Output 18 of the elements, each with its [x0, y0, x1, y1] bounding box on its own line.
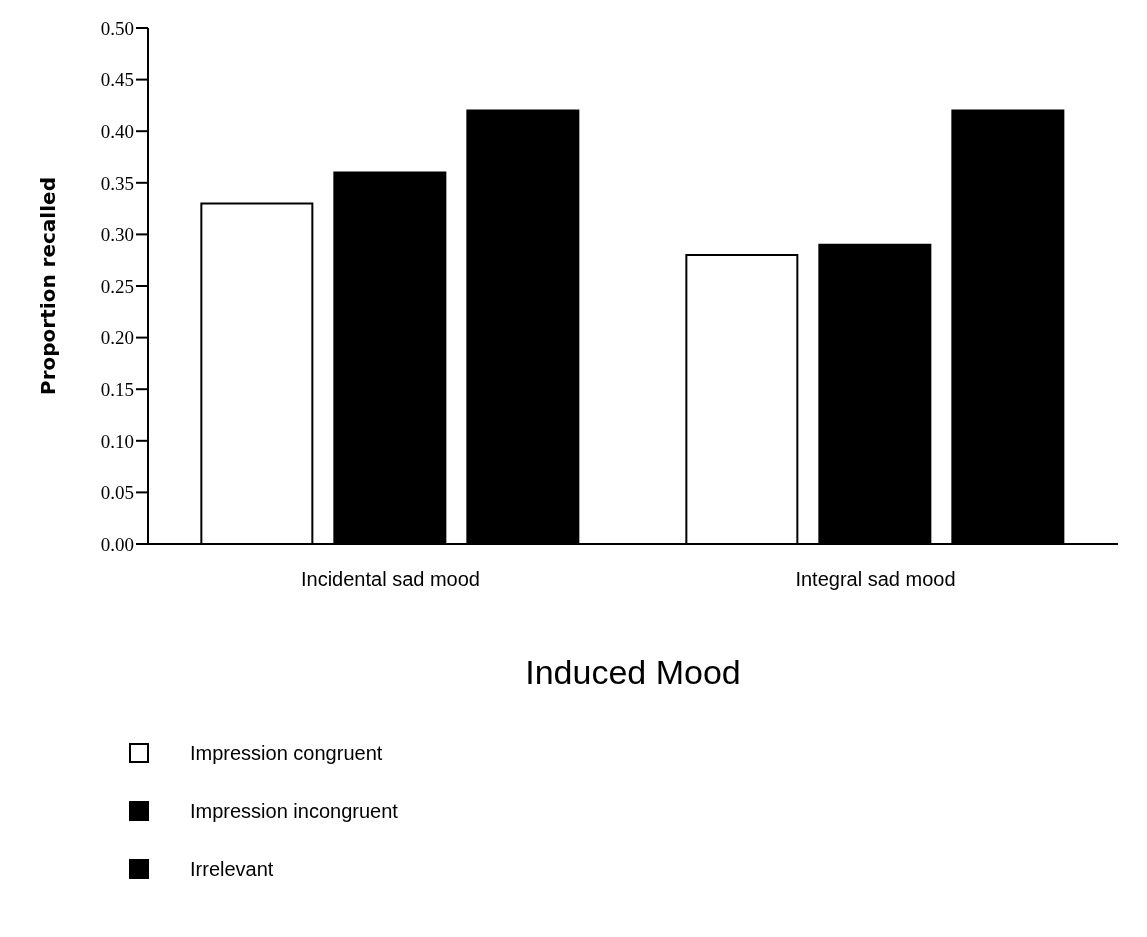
- y-tick-label: 0.05: [100, 482, 134, 504]
- y-tick-label: 0.20: [100, 327, 134, 349]
- x-tick-label: Integral sad mood: [795, 568, 956, 591]
- legend-label: Impression incongruent: [190, 799, 398, 823]
- y-tick-label: 0.30: [100, 224, 134, 246]
- x-axis-title: Induced Mood: [525, 653, 741, 691]
- y-tick-label: 0.35: [100, 172, 134, 194]
- y-tick-label: 0.25: [100, 275, 134, 297]
- legend-label: Irrelevant: [190, 857, 274, 881]
- y-tick-label: 0.00: [100, 533, 134, 555]
- y-tick-label: 0.10: [100, 430, 134, 452]
- y-tick-label: 0.50: [100, 17, 134, 39]
- y-tick-label: 0.40: [100, 120, 134, 142]
- y-axis-title: Proportion recalled: [36, 177, 61, 395]
- y-tick-label: 0.45: [100, 69, 134, 91]
- y-tick-label: 0.15: [100, 378, 134, 400]
- legend-label: Impression congruent: [190, 741, 383, 765]
- x-tick-label: Incidental sad mood: [300, 568, 481, 591]
